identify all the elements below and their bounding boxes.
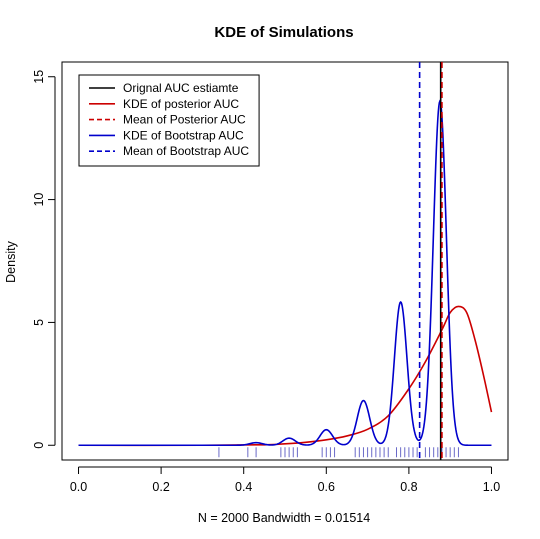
chart-title: KDE of Simulations — [214, 24, 353, 41]
x-tick-label: 0.4 — [235, 480, 252, 494]
y-tick-label: 0 — [32, 442, 46, 449]
x-axis-label: N = 2000 Bandwidth = 0.01514 — [198, 511, 370, 525]
x-tick-label: 0.2 — [152, 480, 169, 494]
y-tick-label: 10 — [32, 193, 46, 207]
x-tick-label: 0.0 — [70, 480, 87, 494]
legend-label: KDE of posterior AUC — [123, 97, 239, 111]
x-tick-label: 0.8 — [400, 480, 417, 494]
y-axis-label: Density — [4, 240, 18, 282]
x-tick-label: 1.0 — [483, 480, 500, 494]
y-tick-label: 15 — [32, 70, 46, 84]
legend-label: Mean of Posterior AUC — [123, 113, 246, 127]
plot-frame — [61, 61, 509, 461]
density-curves — [78, 99, 493, 447]
x-tick-label: 0.6 — [318, 480, 335, 494]
y-tick-label: 5 — [32, 319, 46, 326]
y-axis: 0 5 10 15 — [32, 70, 56, 449]
legend-label: Orignal AUC estiamte — [123, 81, 239, 95]
legend: Orignal AUC estiamte KDE of posterior AUC… — [78, 74, 260, 167]
reference-lines — [418, 62, 443, 460]
legend-label: Mean of Bootstrap AUC — [123, 144, 249, 158]
plot-border — [61, 61, 509, 461]
legend-label: KDE of Bootstrap AUC — [123, 128, 244, 142]
x-axis: 0.0 0.2 0.4 0.6 0.8 1.0 — [70, 466, 500, 494]
rug-marks — [218, 447, 459, 458]
series-curve-3 — [78, 99, 492, 447]
